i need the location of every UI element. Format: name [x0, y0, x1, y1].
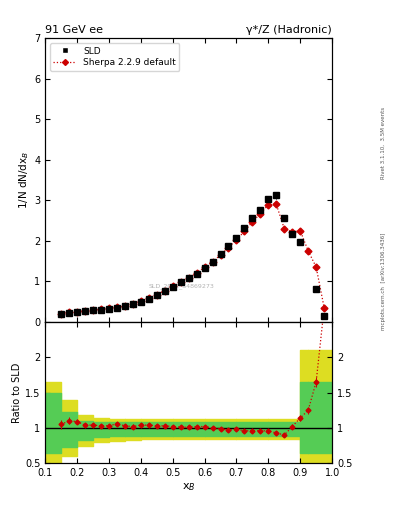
Text: γ*/Z (Hadronic): γ*/Z (Hadronic): [246, 25, 332, 35]
X-axis label: x$_B$: x$_B$: [182, 481, 195, 493]
Text: mcplots.cern.ch  [arXiv:1306.3436]: mcplots.cern.ch [arXiv:1306.3436]: [381, 233, 386, 330]
Legend: SLD, Sherpa 2.2.9 default: SLD, Sherpa 2.2.9 default: [50, 43, 180, 71]
Y-axis label: 1/N dN/dx$_B$: 1/N dN/dx$_B$: [18, 151, 31, 209]
Text: 91 GeV ee: 91 GeV ee: [45, 25, 103, 35]
Text: Rivet 3.1.10,  3.5M events: Rivet 3.1.10, 3.5M events: [381, 108, 386, 179]
Text: SLD_2002_S4869273: SLD_2002_S4869273: [149, 284, 214, 289]
Y-axis label: Ratio to SLD: Ratio to SLD: [12, 362, 22, 423]
